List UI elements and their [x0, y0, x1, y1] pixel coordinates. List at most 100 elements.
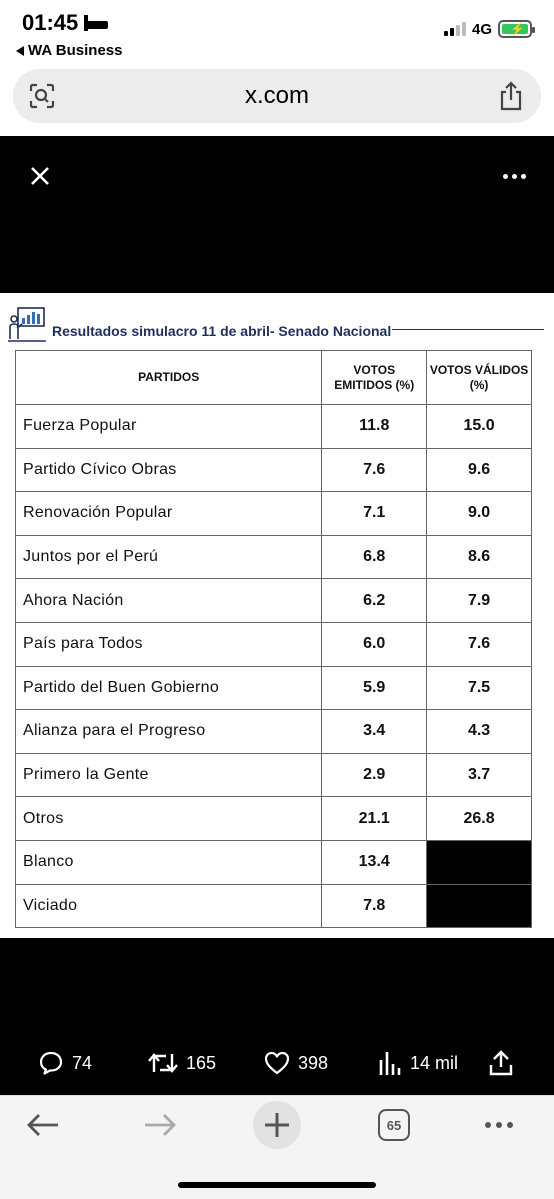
bed-icon: [84, 15, 109, 31]
party-name: Renovación Popular: [14, 491, 323, 536]
views-bar-icon: [379, 1052, 401, 1075]
votes-valid: 9.6: [426, 447, 532, 493]
votes-valid-blank: [426, 883, 532, 929]
tabs-count: 65: [386, 1117, 402, 1133]
reply-count: 74: [72, 1052, 93, 1073]
repost-icon: [148, 1053, 178, 1073]
upload-share-icon: [489, 1050, 513, 1076]
votes-valid: 7.5: [426, 665, 532, 711]
votes-emitted: 7.8: [321, 883, 428, 929]
views-button[interactable]: 14 mil: [378, 1050, 458, 1076]
header-valid: VOTOS VÁLIDOS (%): [426, 350, 532, 405]
post-actions: 74 165 398 14 mil: [0, 1045, 554, 1081]
status-time: 01:45: [22, 10, 109, 36]
post-image: Resultados simulacro 11 de abril- Senado…: [0, 293, 554, 938]
votes-valid: 7.9: [426, 578, 532, 623]
votes-valid: 7.6: [426, 621, 532, 667]
party-name: Primero la Gente: [14, 752, 323, 798]
network-label: 4G: [471, 20, 492, 38]
header-emitted: VOTOS EMITIDOS (%): [321, 350, 428, 405]
lens-icon[interactable]: [29, 83, 55, 109]
table-row: Alianza para el Progreso 3.4 4.3: [14, 709, 532, 754]
battery-icon: ⚡: [498, 20, 535, 38]
votes-emitted: 5.9: [321, 665, 428, 711]
image-header: Resultados simulacro 11 de abril- Senado…: [8, 305, 391, 343]
table-body: Fuerza Popular 11.8 15.0 Partido Cívico Obr…: [14, 404, 532, 929]
url-text[interactable]: x.com: [244, 82, 309, 109]
presentation-chart-icon: [8, 307, 46, 342]
votes-emitted: 6.2: [321, 578, 428, 623]
share-post-button[interactable]: [488, 1050, 514, 1076]
table-row: Blanco 13.4: [14, 839, 532, 885]
party-name: País para Todos: [14, 621, 323, 667]
new-tab-button[interactable]: [253, 1101, 301, 1149]
votes-emitted: 7.1: [321, 491, 428, 536]
status-time-text: 01:45: [22, 10, 79, 35]
close-icon[interactable]: [28, 164, 52, 188]
image-title: Resultados simulacro 11 de abril- Senado…: [52, 323, 392, 339]
more-options-icon[interactable]: [503, 174, 526, 179]
like-button[interactable]: 398: [264, 1051, 328, 1075]
votes-valid: 3.7: [426, 752, 532, 798]
table-row: Fuerza Popular 11.8 15.0: [14, 404, 532, 449]
party-name: Juntos por el Perú: [14, 534, 323, 580]
forward-arrow-icon[interactable]: [143, 1112, 177, 1138]
views-count: 14 mil: [410, 1052, 459, 1073]
votes-valid: 8.6: [426, 534, 532, 580]
votes-valid: 4.3: [426, 709, 532, 754]
votes-emitted: 6.0: [321, 621, 428, 667]
party-name: Partido Cívico Obras: [14, 447, 323, 493]
party-name: Fuerza Popular: [14, 404, 323, 449]
party-name: Ahora Nación: [14, 578, 323, 623]
browser-top: 01:45 WA Business 4G ⚡ x.com: [0, 0, 554, 136]
reply-button[interactable]: 74: [38, 1050, 92, 1076]
votes-valid-blank: [426, 839, 532, 885]
table-row: Partido del Buen Gobierno 5.9 7.5: [14, 665, 532, 711]
back-app-label: WA Business: [28, 42, 123, 59]
back-to-app-link[interactable]: WA Business: [16, 42, 122, 59]
heart-icon: [264, 1051, 290, 1075]
reply-icon: [39, 1051, 63, 1075]
table-row: Primero la Gente 2.9 3.7: [14, 752, 532, 798]
share-icon[interactable]: [497, 81, 525, 111]
header-party: PARTIDOS: [14, 350, 323, 405]
status-right: 4G ⚡: [443, 20, 535, 38]
votes-valid: 15.0: [426, 404, 532, 449]
table-header-row: PARTIDOS VOTOS EMITIDOS (%) VOTOS VÁLIDO…: [14, 350, 532, 405]
votes-emitted: 7.6: [321, 447, 428, 493]
back-arrow-icon[interactable]: [26, 1112, 60, 1138]
signal-icon: [443, 22, 466, 36]
votes-emitted: 3.4: [321, 709, 428, 754]
table-row: Renovación Popular 7.1 9.0: [14, 491, 532, 536]
votes-emitted: 21.1: [321, 796, 428, 841]
votes-emitted: 13.4: [321, 839, 428, 885]
party-name: Alianza para el Progreso: [14, 709, 323, 754]
table-row: Viciado 7.8: [14, 883, 532, 929]
plus-icon: [265, 1113, 289, 1137]
home-indicator: [178, 1182, 376, 1188]
votes-emitted: 11.8: [321, 404, 428, 449]
results-table: PARTIDOS VOTOS EMITIDOS (%) VOTOS VÁLIDO…: [14, 350, 532, 929]
table-row: Otros 21.1 26.8: [14, 796, 532, 841]
table-row: Juntos por el Perú 6.8 8.6: [14, 534, 532, 580]
votes-emitted: 6.8: [321, 534, 428, 580]
repost-count: 165: [186, 1052, 217, 1073]
votes-valid: 9.0: [426, 491, 532, 536]
table-row: Ahora Nación 6.2 7.9: [14, 578, 532, 623]
table-row: País para Todos 6.0 7.6: [14, 621, 532, 667]
party-name: Partido del Buen Gobierno: [14, 665, 323, 711]
repost-button[interactable]: 165: [148, 1050, 216, 1076]
like-count: 398: [298, 1052, 329, 1073]
back-triangle-icon: [16, 45, 24, 56]
votes-emitted: 2.9: [321, 752, 428, 798]
party-name: Viciado: [14, 883, 323, 929]
party-name: Otros: [14, 796, 323, 841]
title-underline: [392, 329, 544, 330]
tabs-button[interactable]: 65: [378, 1109, 410, 1141]
url-bar[interactable]: x.com: [13, 69, 541, 123]
party-name: Blanco: [14, 839, 323, 885]
votes-valid: 26.8: [426, 796, 532, 841]
browser-toolbar: 65: [0, 1095, 554, 1199]
table-row: Partido Cívico Obras 7.6 9.6: [14, 447, 532, 493]
browser-menu-icon[interactable]: [485, 1122, 513, 1128]
